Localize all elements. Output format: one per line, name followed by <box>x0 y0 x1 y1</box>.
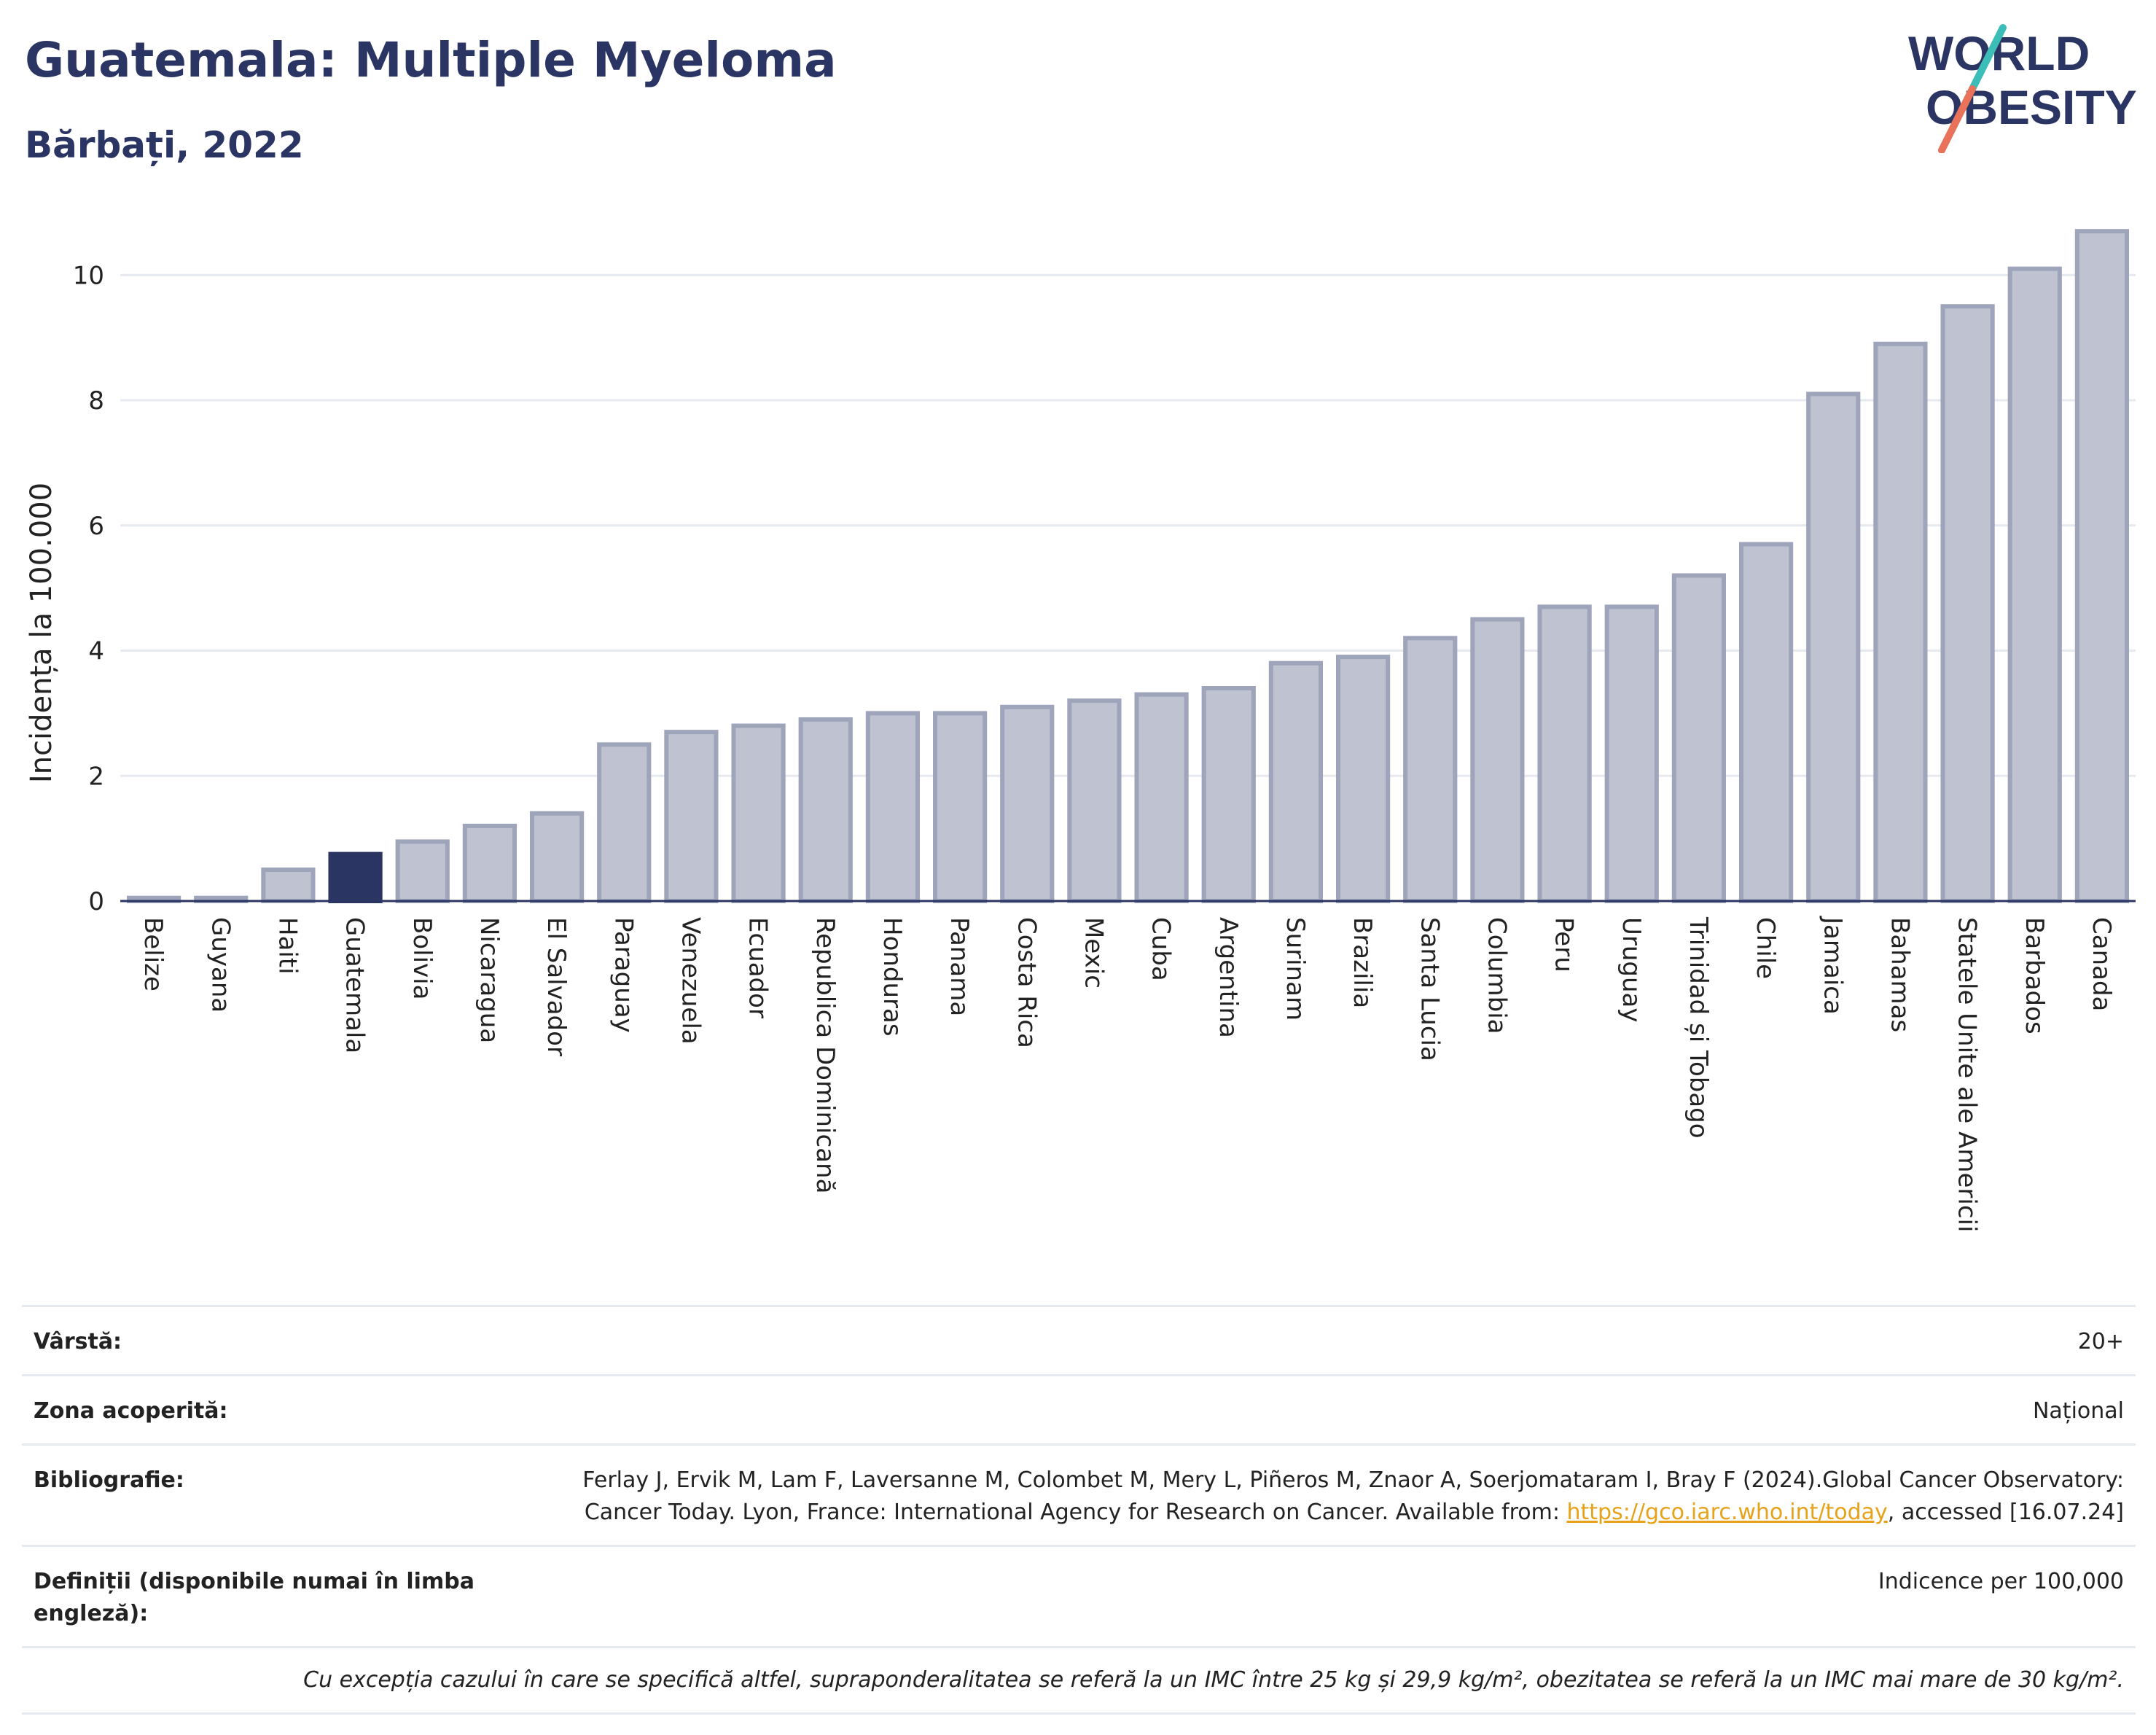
bibliography-text: Ferlay J, Ervik M, Lam F, Laversanne M, … <box>582 1467 2124 1525</box>
x-tick-label: Chile <box>1751 917 1780 979</box>
x-tick-label: Bahamas <box>1885 917 1914 1032</box>
bar-ecuador <box>731 723 786 903</box>
definitions-label: Definiții (disponibile numai în limba en… <box>34 1569 474 1626</box>
bar-guatemala <box>328 851 383 903</box>
x-tick-label: Barbados <box>2020 917 2049 1034</box>
bar-columbia <box>1470 617 1525 904</box>
age-value: 20+ <box>2077 1329 2124 1354</box>
y-tick-label: 10 <box>73 261 104 290</box>
info-row-bibliography: Bibliografie: Ferlay J, Ervik M, Lam F, … <box>22 1443 2136 1545</box>
bar-surinam <box>1268 660 1324 903</box>
bar-chile <box>1738 542 1794 903</box>
x-tick-label: Guatemala <box>340 917 370 1053</box>
bar-barbados <box>2007 266 2062 903</box>
bar-honduras <box>865 711 921 903</box>
x-tick-label: Haiti <box>273 917 302 975</box>
x-tick-label: Santa Lucia <box>1415 917 1444 1061</box>
x-tick-label: Bolivia <box>407 917 437 999</box>
bar-trinidad-i-tobago <box>1671 573 1727 903</box>
age-label: Vârstă: <box>34 1329 122 1354</box>
bar-paraguay <box>597 742 652 903</box>
obesity-definition-note: Cu excepția cazului în care se specifică… <box>22 1646 2136 1715</box>
x-tick-label: Trinidad și Tobago <box>1684 916 1713 1139</box>
bar-bahamas <box>1873 341 1928 904</box>
bar-cuba <box>1134 692 1189 903</box>
y-tick-label: 8 <box>88 386 104 416</box>
x-tick-label: Belize <box>138 917 168 991</box>
definitions-value: Indicence per 100,000 <box>1878 1569 2124 1594</box>
grid-lines <box>120 273 2136 777</box>
y-tick-label: 4 <box>88 637 104 666</box>
bar-brazilia <box>1335 655 1391 903</box>
y-axis-label: Incidența la 100.000 <box>25 483 58 783</box>
info-table: Vârstă: 20+ Zona acoperită: Național Bib… <box>22 1305 2136 1715</box>
x-tick-label: Costa Rica <box>1012 917 1041 1048</box>
bibliography-value: Ferlay J, Ervik M, Lam F, Laversanne M, … <box>520 1465 2124 1529</box>
tick-labels: 0 2 4 6 8 10 Incidența la 100.000 Belize Guyana H… <box>25 261 2116 1232</box>
bar-chart: 0 2 4 6 8 10 Incidența la 100.000 Belize Guyana H… <box>25 229 2136 1232</box>
x-tick-label: Venezuela <box>676 917 705 1045</box>
y-tick-label: 6 <box>88 512 104 541</box>
x-tick-label: Brazilia <box>1348 917 1377 1008</box>
bar-el-salvador <box>529 811 585 903</box>
x-tick-label: Peru <box>1550 917 1579 972</box>
x-tick-label: Columbia <box>1482 917 1511 1034</box>
bar-venezuela <box>664 730 719 903</box>
x-tick-label: Ecuador <box>743 917 773 1018</box>
x-tick-label: Uruguay <box>1617 917 1646 1023</box>
chart-title: Guatemala: Multiple Myeloma <box>25 32 837 88</box>
x-tick-label: Jamaica <box>1818 916 1847 1015</box>
bar-haiti <box>261 868 316 903</box>
bar-jamaica <box>1806 391 1861 903</box>
info-row-age: Vârstă: 20+ <box>22 1305 2136 1374</box>
x-tick-label: Mexic <box>1079 917 1108 989</box>
x-tick-label: Guyana <box>206 917 235 1013</box>
x-tick-label: Republica Dominicană <box>811 917 840 1193</box>
bar-peru <box>1537 604 1592 904</box>
x-tick-label: Nicaragua <box>474 917 504 1043</box>
logo-slash-top <box>1969 24 2007 93</box>
bar-argentina <box>1201 686 1256 903</box>
info-row-definitions: Definiții (disponibile numai în limba en… <box>22 1545 2136 1646</box>
bar-statele-unite-ale-americii <box>1940 304 1995 904</box>
x-tick-label: Canada <box>2087 917 2116 1011</box>
x-tick-label: Statele Unite ale Americii <box>1953 917 1982 1232</box>
bar-canada <box>2074 229 2130 903</box>
bar-panama <box>932 711 988 903</box>
y-tick-label: 0 <box>88 887 104 916</box>
bar-republica-dominican- <box>798 717 853 903</box>
x-tick-label: Paraguay <box>609 917 638 1033</box>
x-tick-label: Panama <box>945 917 974 1016</box>
y-tick-label: 2 <box>88 762 104 791</box>
x-tick-label: El Salvador <box>542 917 571 1056</box>
info-row-area: Zona acoperită: Național <box>22 1374 2136 1443</box>
world-obesity-logo: WORLD OBESITY <box>1908 24 2137 153</box>
bar-costa-rica <box>1000 704 1055 903</box>
x-tick-label: Honduras <box>878 917 907 1037</box>
x-tick-label: Cuba <box>1147 917 1176 981</box>
logo-slash-bottom <box>1938 85 1976 153</box>
chart-subtitle: Bărbați, 2022 <box>25 124 304 166</box>
bar-bolivia <box>395 839 450 903</box>
area-label: Zona acoperită: <box>34 1398 228 1424</box>
bar-mexic <box>1067 698 1122 903</box>
bar-nicaragua <box>462 823 517 903</box>
area-value: Național <box>2032 1398 2124 1424</box>
bar-uruguay <box>1604 604 1659 904</box>
bibliography-accessed: , accessed [16.07.24] <box>1887 1500 2124 1525</box>
x-tick-label: Surinam <box>1281 917 1310 1021</box>
bibliography-link[interactable]: https://gco.iarc.who.int/today <box>1566 1500 1888 1525</box>
x-tick-label: Argentina <box>1214 917 1243 1038</box>
bibliography-label: Bibliografie: <box>34 1467 184 1493</box>
bars <box>126 229 2130 904</box>
bar-santa-lucia <box>1403 636 1458 904</box>
